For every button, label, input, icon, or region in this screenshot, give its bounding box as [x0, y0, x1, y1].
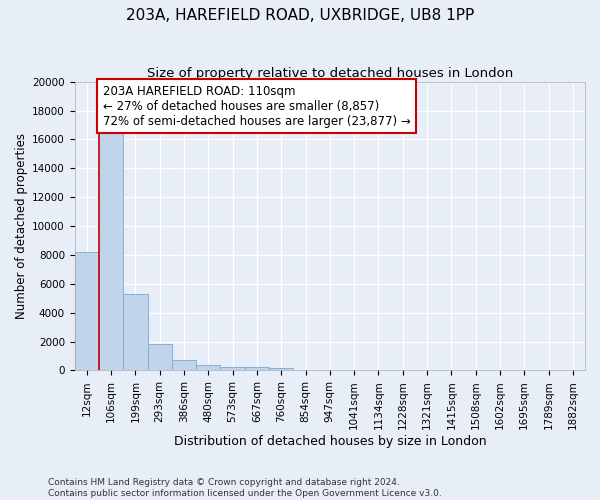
Bar: [196, 365, 220, 370]
Bar: [123, 294, 148, 370]
Text: 203A, HAREFIELD ROAD, UXBRIDGE, UB8 1PP: 203A, HAREFIELD ROAD, UXBRIDGE, UB8 1PP: [126, 8, 474, 22]
Bar: [99, 131, 123, 370]
Bar: [74, 252, 99, 370]
Bar: [245, 368, 269, 370]
Title: Size of property relative to detached houses in London: Size of property relative to detached ho…: [146, 68, 513, 80]
Bar: [220, 366, 245, 370]
Bar: [172, 360, 196, 370]
Bar: [269, 368, 293, 370]
Y-axis label: Number of detached properties: Number of detached properties: [15, 133, 28, 319]
X-axis label: Distribution of detached houses by size in London: Distribution of detached houses by size …: [173, 434, 486, 448]
Bar: [148, 344, 172, 370]
Text: 203A HAREFIELD ROAD: 110sqm
← 27% of detached houses are smaller (8,857)
72% of : 203A HAREFIELD ROAD: 110sqm ← 27% of det…: [103, 84, 410, 128]
Text: Contains HM Land Registry data © Crown copyright and database right 2024.
Contai: Contains HM Land Registry data © Crown c…: [48, 478, 442, 498]
